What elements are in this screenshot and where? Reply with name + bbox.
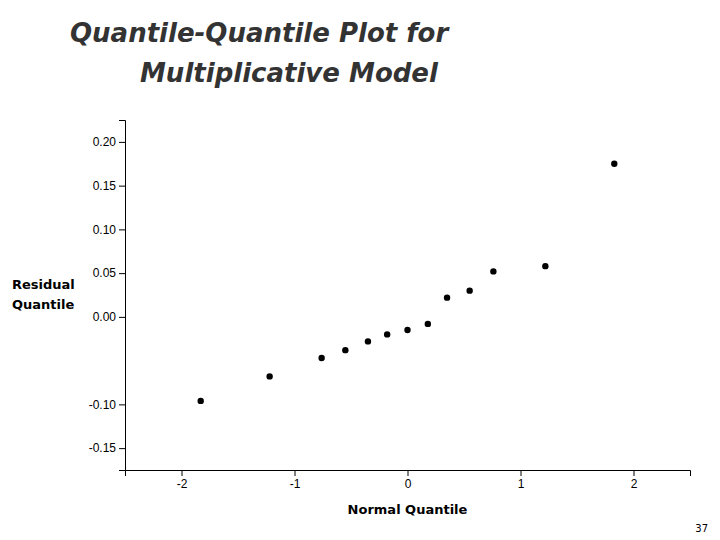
tick-mark (119, 273, 125, 274)
tick-mark (521, 470, 522, 476)
point (384, 331, 390, 337)
x-axis-tick: -2 (177, 470, 188, 491)
x-axis: -2 -1 0 1 2 (126, 470, 691, 491)
y-axis-tick: 0.20 (93, 135, 125, 149)
tick-label: 0.15 (93, 179, 117, 193)
x-axis-tick: 1 (518, 470, 525, 491)
tick-label: -2 (177, 477, 188, 491)
tick-mark (634, 470, 635, 476)
point (266, 373, 272, 379)
x-axis-tick: 0 (405, 470, 412, 491)
point (318, 355, 324, 361)
point (365, 338, 371, 344)
chart: -2 -1 0 1 2 -0.15 -0.10 0.00 0.05 0.10 0.15 0.20 Qua… (0, 0, 720, 540)
tick-mark (119, 186, 125, 187)
tick-label: 2 (631, 477, 638, 491)
tick-label: -0.15 (89, 441, 117, 455)
tick-mark (408, 470, 409, 476)
tick-label: 0.00 (93, 310, 117, 324)
y-axis-tick: -0.10 (89, 398, 125, 412)
y-axis: -0.15 -0.10 0.00 0.05 0.10 0.15 0.20 (89, 121, 126, 471)
tick-label: 0.05 (93, 266, 117, 280)
point (466, 287, 472, 293)
tick-mark (119, 142, 125, 143)
y-axis-title-line: Quantile (12, 297, 74, 312)
tick-label: 1 (518, 477, 525, 491)
point (425, 321, 431, 327)
tick-label: 0.10 (93, 223, 117, 237)
tick-mark (119, 317, 125, 318)
point (342, 347, 348, 353)
tick-mark (119, 229, 125, 230)
point (490, 268, 496, 274)
y-axis-tick: 0.00 (93, 310, 125, 324)
x-axis-title: Normal Quantile (348, 502, 468, 517)
point (542, 263, 548, 269)
tick-label: 0.20 (93, 135, 117, 149)
point (404, 327, 410, 333)
tick-mark (119, 448, 125, 449)
x-axis-tick: -1 (290, 470, 301, 491)
y-axis-title: Residual Quantile (12, 277, 75, 312)
tick-label: 0 (405, 477, 412, 491)
tick-label: -1 (290, 477, 301, 491)
point (444, 294, 450, 300)
y-axis-title-line: Residual (12, 277, 75, 292)
title: Quantile-Quantile Plot for Multiplicative… (70, 18, 450, 88)
title-line: Quantile-Quantile Plot for (70, 18, 450, 48)
points (198, 161, 618, 405)
x-axis-tick: 2 (631, 470, 638, 491)
point (611, 161, 617, 167)
y-axis-line (119, 121, 126, 471)
y-axis-tick: 0.10 (93, 223, 125, 237)
y-axis-tick: 0.15 (93, 179, 125, 193)
tick-mark (295, 470, 296, 476)
y-axis-tick: 0.05 (93, 266, 125, 280)
annotation: 37 (695, 523, 708, 534)
title-line: Multiplicative Model (140, 58, 439, 88)
tick-mark (119, 404, 125, 405)
x-axis-line (126, 471, 691, 477)
tick-mark (182, 470, 183, 476)
tick-label: -0.10 (89, 398, 117, 412)
point (198, 398, 204, 404)
y-axis-tick: -0.15 (89, 441, 125, 455)
plot: -2 -1 0 1 2 -0.15 -0.10 0.00 0.05 0.10 0.15 0.20 (89, 121, 691, 491)
